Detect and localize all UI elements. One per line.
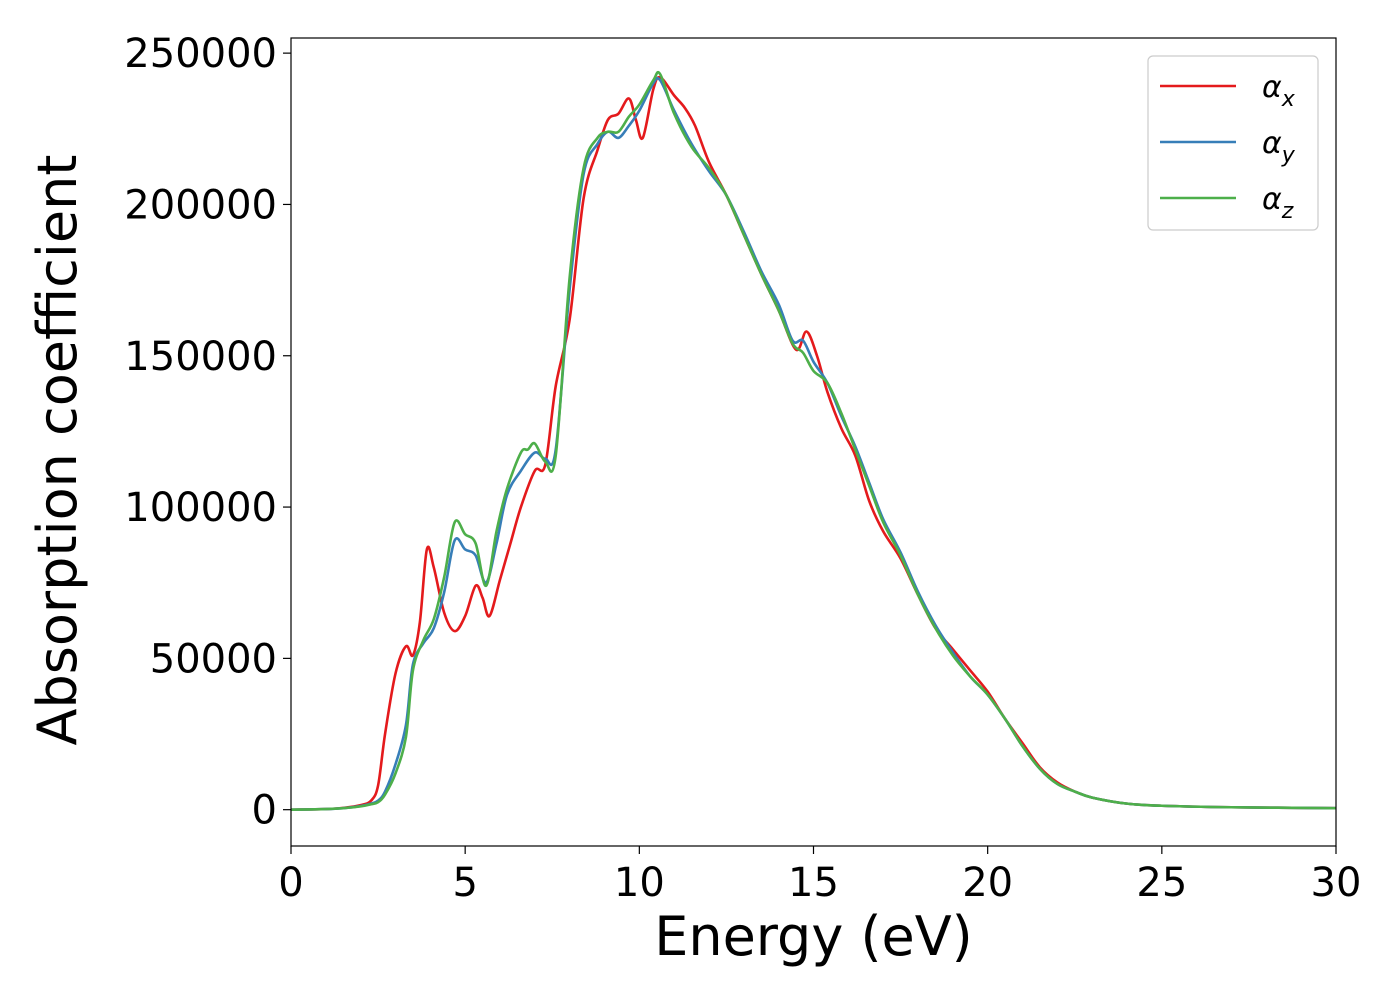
series-line-z bbox=[290, 70, 1337, 811]
y-tick-label: 100000 bbox=[124, 485, 277, 531]
x-tick-label: 5 bbox=[452, 860, 477, 906]
x-tick-label: 0 bbox=[278, 860, 303, 906]
y-tick-label: 150000 bbox=[124, 334, 277, 380]
x-tick-label: 15 bbox=[788, 860, 839, 906]
y-tick-label: 50000 bbox=[150, 636, 277, 682]
legend-label-x: αx bbox=[1262, 70, 1296, 112]
legend-label-z: αz bbox=[1262, 182, 1294, 224]
series-lines bbox=[290, 70, 1337, 811]
y-axis-ticks: 0 50000 100000 150000 200000 250000 bbox=[124, 31, 291, 834]
y-tick-label: 0 bbox=[252, 788, 277, 834]
y-axis-title: Absorption coefficient bbox=[26, 155, 89, 746]
y-tick-label: 250000 bbox=[124, 31, 277, 77]
x-axis-ticks: 0 5 10 15 20 25 30 bbox=[278, 846, 1361, 906]
x-tick-label: 10 bbox=[614, 860, 665, 906]
x-tick-label: 20 bbox=[962, 860, 1013, 906]
x-tick-label: 30 bbox=[1311, 860, 1362, 906]
legend-label-y: αy bbox=[1262, 126, 1296, 168]
x-tick-label: 25 bbox=[1136, 860, 1187, 906]
series-line-x bbox=[290, 75, 1337, 811]
y-tick-label: 200000 bbox=[124, 182, 277, 228]
legend: αx αy αz bbox=[1147, 55, 1319, 231]
x-axis-title: Energy (eV) bbox=[654, 905, 973, 968]
